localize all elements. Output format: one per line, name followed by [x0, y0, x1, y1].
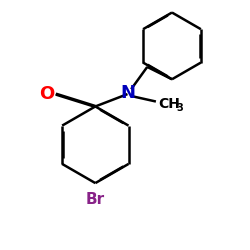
Text: CH: CH: [158, 97, 180, 111]
Text: O: O: [39, 85, 54, 103]
Text: Br: Br: [86, 192, 105, 207]
Text: 3: 3: [176, 104, 183, 114]
Text: N: N: [120, 84, 135, 102]
